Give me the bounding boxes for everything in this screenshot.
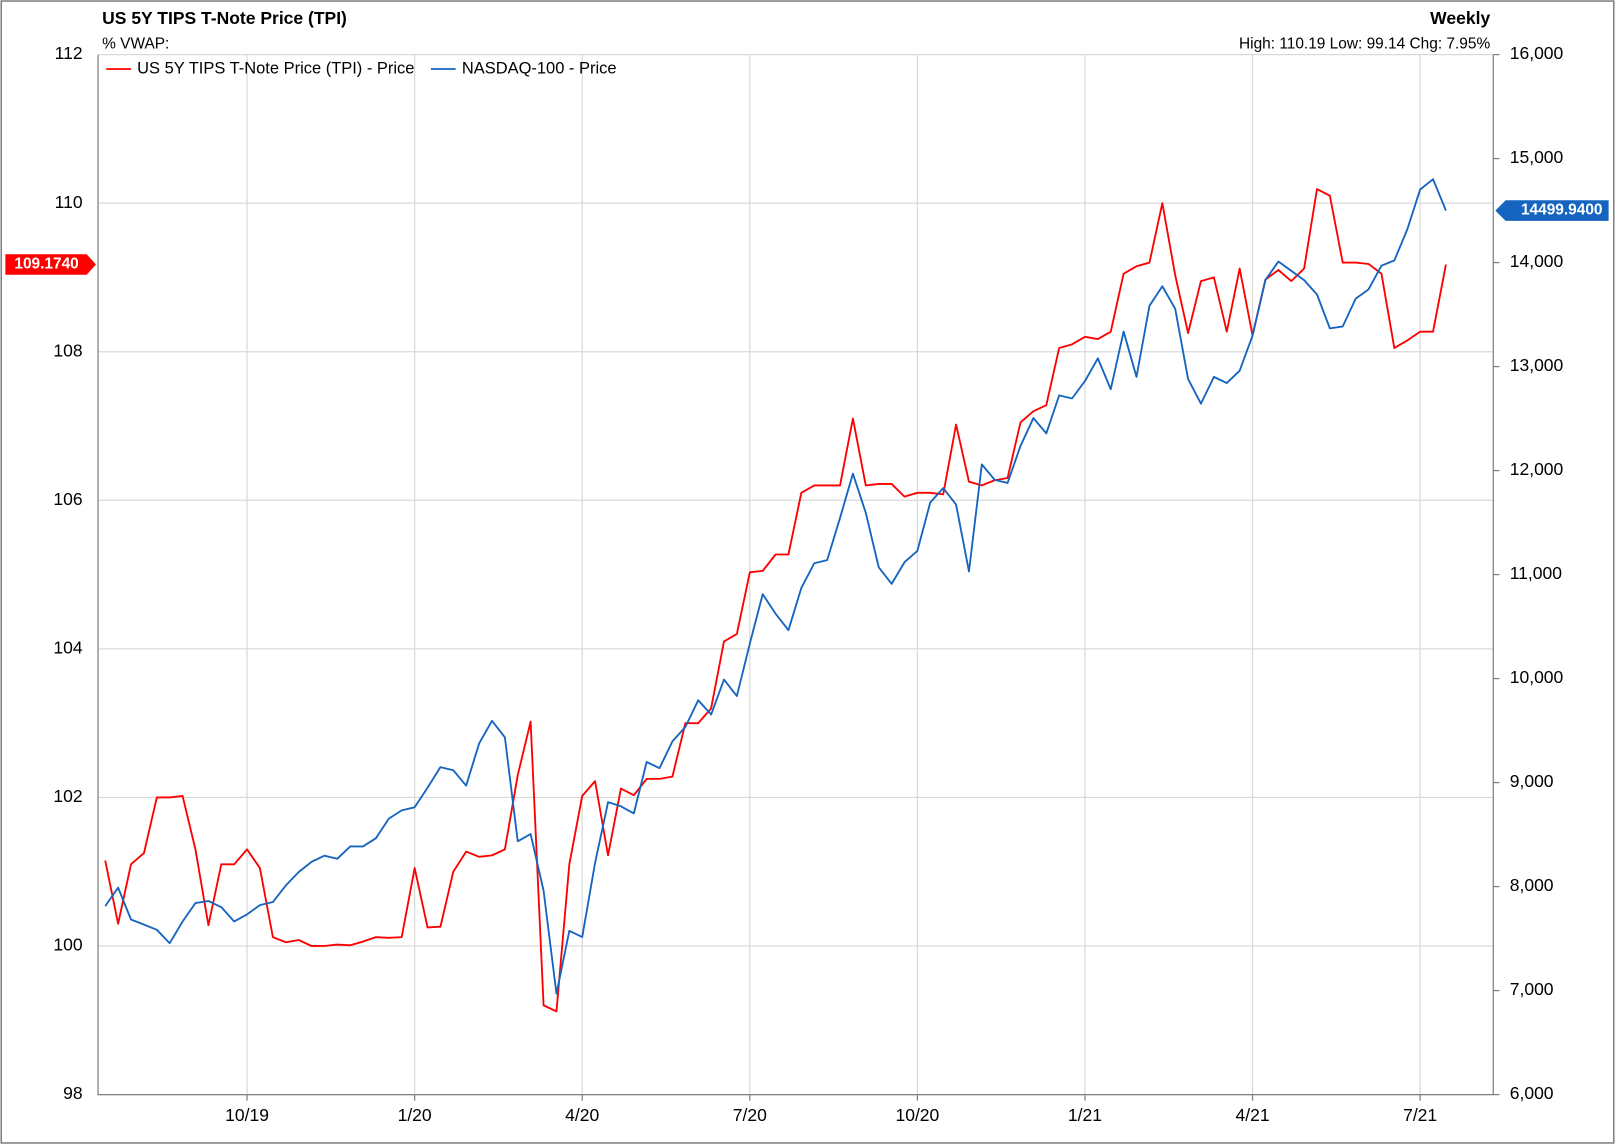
stats: High: 110.19 Low: 99.14 Chg: 7.95% xyxy=(1239,35,1490,52)
tag-shape xyxy=(1495,200,1609,221)
y-tick-label: 108 xyxy=(53,340,82,360)
series-line xyxy=(104,188,1447,1013)
y-tick-label: 106 xyxy=(53,489,82,509)
tag-label: 14499.9400 xyxy=(1521,202,1603,219)
y-tick-label: 110 xyxy=(55,192,83,212)
axis-line xyxy=(97,54,1494,1096)
y2-tick-label: 7,000 xyxy=(1510,979,1554,999)
y2-tick-label: 13,000 xyxy=(1510,355,1564,375)
x-tick-label: 1/20 xyxy=(398,1105,432,1125)
y2-tick-label: 16,000 xyxy=(1510,43,1564,63)
x-tick-label: 4/20 xyxy=(565,1105,599,1125)
x-tick-label: 10/20 xyxy=(895,1105,939,1125)
tag-shape xyxy=(5,254,96,275)
frequency: Weekly xyxy=(1430,8,1490,28)
x-tick-label: 10/19 xyxy=(225,1105,269,1125)
chart-title: US 5Y TIPS T-Note Price (TPI) xyxy=(102,8,347,28)
last-value-tag: 109.1740 xyxy=(5,254,96,275)
last-value-tag: 14499.9400 xyxy=(1495,200,1609,221)
series-line xyxy=(104,178,1447,995)
y2-tick-label: 8,000 xyxy=(1510,875,1554,895)
x-tick-label: 7/21 xyxy=(1403,1105,1437,1125)
y-tick-label: 102 xyxy=(53,786,82,806)
x-tick-label: 7/20 xyxy=(733,1105,767,1125)
y2-tick-label: 14,000 xyxy=(1510,251,1564,271)
y2-tick-label: 9,000 xyxy=(1510,771,1554,791)
legend-label: NASDAQ-100 - Price xyxy=(462,59,617,77)
y-tick-label: 112 xyxy=(55,43,83,63)
tag-label: 109.1740 xyxy=(14,256,78,273)
y-tick-label: 98 xyxy=(63,1083,82,1103)
y2-tick-label: 15,000 xyxy=(1510,147,1564,167)
y2-tick-label: 11,000 xyxy=(1510,563,1562,583)
subtitle: % VWAP: xyxy=(102,35,169,52)
y2-tick-label: 6,000 xyxy=(1510,1083,1554,1103)
legend-label: US 5Y TIPS T-Note Price (TPI) - Price xyxy=(137,59,414,77)
y-tick-label: 100 xyxy=(53,935,82,955)
y2-tick-label: 12,000 xyxy=(1510,459,1564,479)
y-tick-label: 104 xyxy=(53,637,82,657)
y2-tick-label: 10,000 xyxy=(1510,667,1564,687)
x-tick-label: 4/21 xyxy=(1236,1105,1270,1125)
x-tick-label: 1/21 xyxy=(1068,1105,1102,1125)
